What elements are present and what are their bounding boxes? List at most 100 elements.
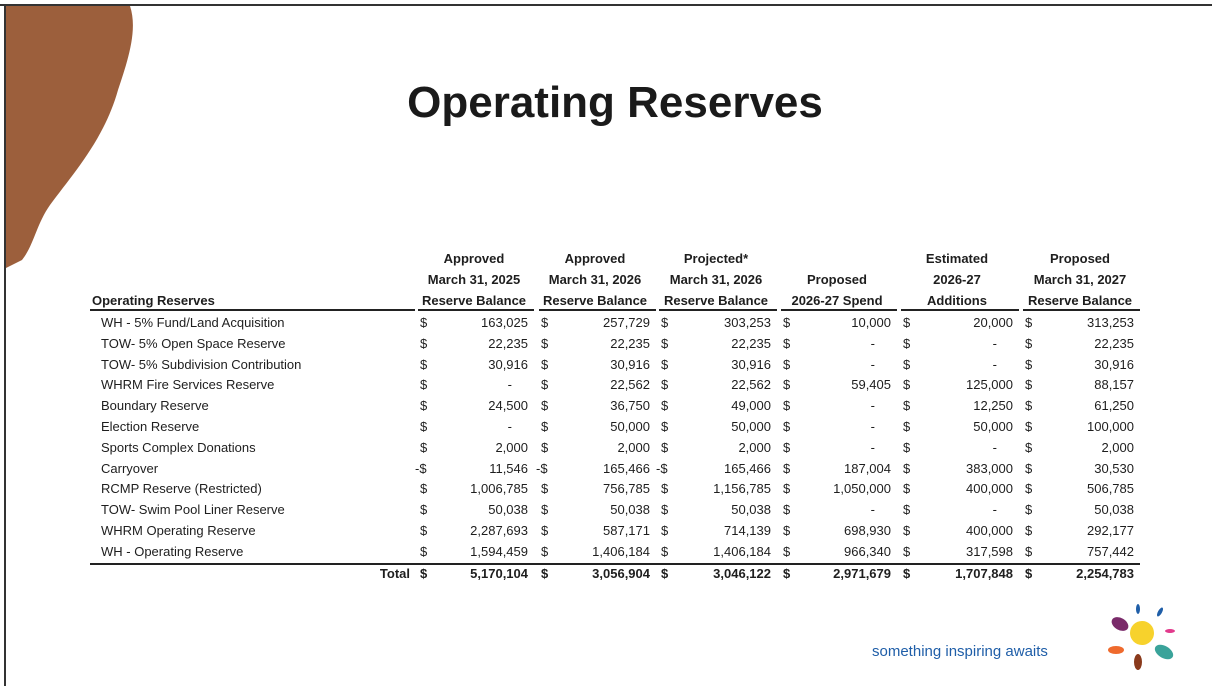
row-name: Election Reserve xyxy=(101,419,200,434)
amount: 698,930 xyxy=(844,523,891,538)
amount: - xyxy=(870,439,875,455)
currency-sign: $ xyxy=(783,419,791,434)
currency-sign: $ xyxy=(783,460,791,476)
amount: 100,000 xyxy=(1087,419,1134,434)
amount: 1,406,184 xyxy=(713,543,771,559)
amount: 50,000 xyxy=(731,419,771,434)
currency-sign: $ xyxy=(903,439,911,455)
amount: 2,287,693 xyxy=(470,523,528,538)
column-header: Estimated xyxy=(925,251,989,266)
amount: 966,340 xyxy=(844,543,891,559)
currency-sign: $ xyxy=(420,356,428,372)
currency-sign: $ xyxy=(903,398,911,414)
amount: 30,530 xyxy=(1094,460,1134,476)
amount: 1,594,459 xyxy=(470,543,528,559)
row-name: WH - Operating Reserve xyxy=(101,543,244,559)
amount: 22,562 xyxy=(610,377,650,393)
amount: 2,254,783 xyxy=(1076,566,1134,581)
amount: 50,000 xyxy=(973,419,1013,434)
currency-sign: $ xyxy=(541,439,549,455)
amount: 125,000 xyxy=(966,377,1013,393)
amount: - xyxy=(870,502,875,518)
currency-sign: $ xyxy=(420,398,428,414)
rule xyxy=(539,309,656,311)
amount: 587,171 xyxy=(603,523,650,538)
currency-sign: $ xyxy=(1025,523,1033,538)
currency-sign: $ xyxy=(783,523,791,538)
amount: 1,050,000 xyxy=(833,481,891,497)
currency-sign: $ xyxy=(661,377,669,393)
amount: 163,025 xyxy=(481,315,528,330)
amount: 50,038 xyxy=(1094,502,1134,518)
column-header: 2026-27 Spend xyxy=(791,293,883,308)
currency-sign: $ xyxy=(783,356,791,372)
currency-sign: $ xyxy=(1025,377,1033,393)
rule xyxy=(90,309,415,311)
amount: 50,038 xyxy=(610,502,650,518)
currency-sign: $ xyxy=(420,419,428,434)
currency-sign: $ xyxy=(1025,439,1033,455)
currency-sign: $ xyxy=(783,502,791,518)
currency-sign: $ xyxy=(1025,356,1033,372)
column-header: March 31, 2026 xyxy=(669,272,763,287)
amount: 257,729 xyxy=(603,315,650,330)
tagline: something inspiring awaits xyxy=(872,643,1048,660)
amount: 22,235 xyxy=(1094,335,1134,351)
currency-sign: $ xyxy=(541,315,549,330)
currency-sign: $ xyxy=(783,481,791,497)
column-header: March 31, 2025 xyxy=(427,272,521,287)
currency-sign: $ xyxy=(903,315,911,330)
amount: 165,466 xyxy=(603,460,650,476)
currency-sign: $ xyxy=(903,543,911,559)
column-header: Additions xyxy=(927,293,987,308)
amount: - xyxy=(870,335,875,351)
amount: 30,916 xyxy=(610,356,650,372)
currency-sign: $ xyxy=(903,566,911,581)
currency-sign: -$ xyxy=(415,460,427,476)
currency-sign: $ xyxy=(661,419,669,434)
row-name: Sports Complex Donations xyxy=(101,439,256,455)
currency-sign: $ xyxy=(541,335,549,351)
currency-sign: $ xyxy=(420,377,428,393)
rule xyxy=(901,309,1019,311)
row-name: TOW- 5% Open Space Reserve xyxy=(101,335,286,351)
currency-sign: $ xyxy=(420,439,428,455)
currency-sign: $ xyxy=(1025,315,1033,330)
currency-sign: $ xyxy=(661,315,669,330)
row-name: Boundary Reserve xyxy=(101,398,209,414)
amount: 1,156,785 xyxy=(713,481,771,497)
amount: 50,000 xyxy=(610,419,650,434)
currency-sign: $ xyxy=(661,502,669,518)
column-header: Reserve Balance xyxy=(663,293,769,308)
amount: - xyxy=(992,502,997,518)
amount: - xyxy=(870,356,875,372)
amount: 714,139 xyxy=(724,523,771,538)
amount: - xyxy=(507,419,512,434)
currency-sign: $ xyxy=(783,439,791,455)
amount: 313,253 xyxy=(1087,315,1134,330)
amount: 50,038 xyxy=(488,502,528,518)
amount: 187,004 xyxy=(844,460,891,476)
column-header: Reserve Balance xyxy=(421,293,527,308)
amount: - xyxy=(992,439,997,455)
amount: 3,056,904 xyxy=(592,566,650,581)
amount: 22,562 xyxy=(731,377,771,393)
amount: - xyxy=(507,377,512,393)
currency-sign: $ xyxy=(541,502,549,518)
currency-sign: $ xyxy=(420,335,428,351)
amount: 1,006,785 xyxy=(470,481,528,497)
rule xyxy=(418,309,534,311)
amount: 2,000 xyxy=(495,439,528,455)
amount: - xyxy=(870,398,875,414)
currency-sign: $ xyxy=(661,543,669,559)
currency-sign: $ xyxy=(420,502,428,518)
currency-sign: $ xyxy=(1025,543,1033,559)
logo xyxy=(1108,604,1175,670)
column-header: Reserve Balance xyxy=(1027,293,1133,308)
currency-sign: $ xyxy=(1025,502,1033,518)
currency-sign: $ xyxy=(1025,460,1033,476)
currency-sign: -$ xyxy=(656,460,668,476)
amount: 10,000 xyxy=(851,315,891,330)
